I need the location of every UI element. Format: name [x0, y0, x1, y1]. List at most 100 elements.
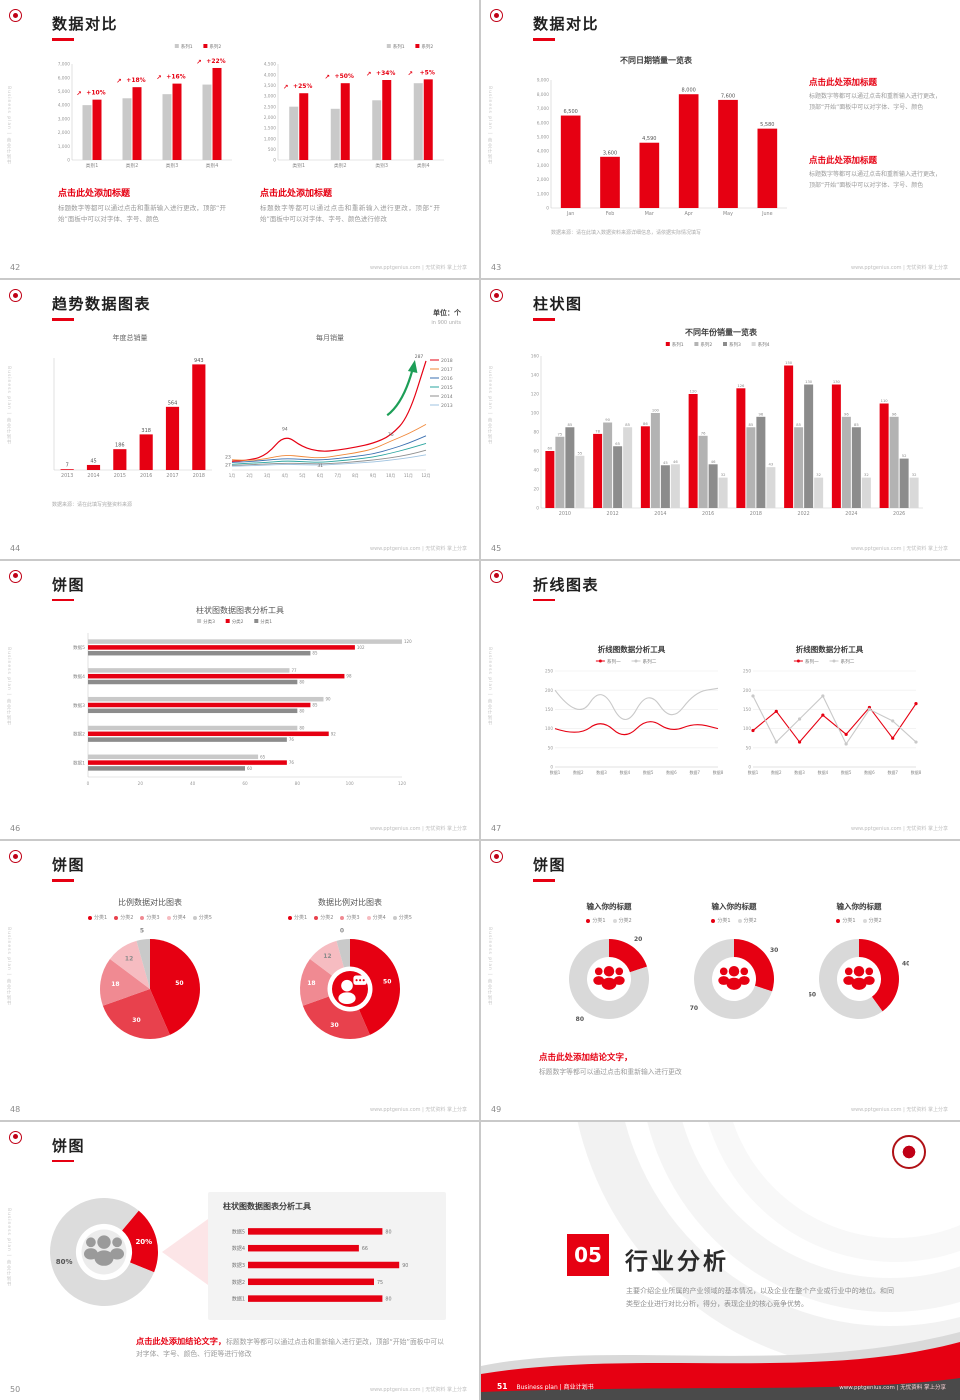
svg-text:4,500: 4,500: [264, 62, 277, 68]
svg-text:80: 80: [295, 781, 301, 786]
page-number: 51: [497, 1381, 508, 1391]
svg-text:2,500: 2,500: [264, 104, 277, 110]
svg-text:2010: 2010: [559, 511, 571, 517]
svg-text:60: 60: [809, 992, 816, 999]
source-note: 数据来源：请在此填入数据资料来源详细信息，请依据实际情况填写: [551, 230, 702, 236]
svg-text:76: 76: [388, 433, 394, 439]
page-number: 48: [10, 1104, 21, 1114]
svg-text:4,000: 4,000: [58, 103, 71, 109]
svg-text:系列4: 系列4: [758, 341, 770, 348]
svg-text:50: 50: [746, 745, 752, 750]
svg-text:100: 100: [531, 411, 539, 417]
slide-footer: www.pptgenius.com | 无忧资料 掌上分享: [369, 545, 467, 552]
svg-text:June: June: [761, 211, 772, 217]
grouped-bar-chart-right: 0 500 1,000 1,500 2,000 2,500 3,000 3,500 4,000 4…: [264, 43, 444, 169]
svg-text:0: 0: [550, 764, 553, 769]
svg-text:85: 85: [312, 702, 318, 707]
svg-text:数据1: 数据1: [232, 1295, 245, 1302]
svg-text:+16%: +16%: [166, 74, 185, 81]
svg-text:11月: 11月: [404, 473, 413, 478]
emblem-logo-icon: [892, 1134, 926, 1169]
text-block: 点击此处添加标题 标题数字等都可以通过点击和重新输入进行更改，顶部“开始”面板中…: [809, 76, 941, 113]
svg-text:20: 20: [534, 487, 540, 493]
svg-text:85: 85: [312, 650, 318, 655]
block-body: 标题数字等都可以通过点击和重新输入进行更改，顶部“开始”面板中可以对字体、字号、…: [58, 204, 226, 224]
svg-text:32: 32: [912, 473, 917, 477]
grouped-bar-chart-left: 0 1,000 2,000 3,000 4,000 5,000 6,000 7,000 系列1 系…: [58, 43, 232, 169]
svg-text:数据1: 数据1: [748, 769, 759, 775]
svg-text:32: 32: [721, 473, 726, 477]
block-heading: 点击此处添加标题: [809, 156, 878, 166]
svg-text:78: 78: [595, 430, 600, 434]
svg-text:130: 130: [833, 380, 841, 384]
svg-text:2016: 2016: [702, 511, 714, 517]
slide-50[interactable]: Business plan | 商业计划书 饼图 20% 80% 柱状图数据图表分…: [0, 1121, 479, 1400]
conclusion-heading: 点击此处添加结论文字，: [539, 1053, 633, 1064]
svg-text:系列2: 系列2: [421, 43, 433, 50]
slide-title: 折线图表: [533, 574, 599, 602]
svg-text:2017: 2017: [441, 367, 453, 373]
panel-title: 柱状图数据图表分析工具: [223, 1201, 311, 1211]
svg-text:↗: ↗: [76, 90, 81, 98]
block-body: 标题数字等都可以通过点击和重新输入进行更改，顶部“开始”面板中可以对字体、字号、…: [809, 93, 942, 111]
slide-49[interactable]: Business plan | 商业计划书 饼图 输入你的标题 分类1 分类2 2…: [481, 841, 960, 1120]
svg-text:数据2: 数据2: [771, 769, 782, 775]
svg-text:数据3: 数据3: [596, 769, 607, 775]
svg-text:94: 94: [282, 427, 288, 433]
svg-text:66: 66: [362, 1246, 368, 1252]
slide-footer: www.pptgenius.com | 无忧资料 掌上分享: [850, 826, 948, 833]
slide-47[interactable]: Business plan | 商业计划书 折线图表 折线图数据分析工具 0 50…: [481, 560, 960, 840]
svg-text:65: 65: [260, 754, 266, 759]
svg-text:0: 0: [87, 781, 90, 786]
slide-42[interactable]: Business plan | 商业计划书 数据对比 0 1,000 2,000 3,…: [0, 0, 479, 279]
slide-48[interactable]: Business plan | 商业计划书 饼图 比例数据对比图表 分类1 分类2…: [0, 841, 479, 1120]
side-caption: Business plan | 商业计划书: [6, 1207, 11, 1287]
svg-text:45: 45: [90, 459, 96, 465]
svg-text:+5%: +5%: [420, 69, 435, 76]
bottom-wave-graphic: [481, 1331, 960, 1400]
svg-text:类别3: 类别3: [166, 162, 179, 169]
block-heading: 点击此处添加标题: [809, 78, 878, 88]
svg-text:6月: 6月: [317, 473, 324, 478]
svg-text:7,000: 7,000: [58, 62, 71, 68]
svg-text:45: 45: [663, 461, 668, 465]
svg-text:30: 30: [132, 1017, 140, 1024]
chart-title: 比例数据对比图表: [118, 898, 182, 908]
svg-text:250: 250: [545, 668, 553, 673]
svg-text:0: 0: [546, 206, 549, 212]
slide-44[interactable]: Business plan | 商业计划书 趋势数据图表 单位：个 in 900…: [0, 280, 479, 559]
line-chart-right: 0 50 100 150 200 250 数据1 数据2 数据3 数据4 数据5 数据6 数据7 数据8 系…: [743, 658, 922, 775]
svg-text:90: 90: [326, 696, 332, 701]
svg-text:80: 80: [299, 725, 305, 730]
svg-text:60: 60: [242, 781, 248, 786]
chart-title: 数据比例对比图表: [318, 898, 382, 908]
svg-text:85: 85: [854, 423, 859, 427]
svg-text:3,000: 3,000: [58, 116, 71, 122]
side-caption: Business plan | 商业计划书: [6, 86, 11, 165]
svg-text:3,000: 3,000: [264, 94, 277, 100]
slide-45[interactable]: Business plan | 商业计划书 柱状图 不同年份销量一览表 0 20 4…: [481, 280, 960, 559]
svg-text:数据3: 数据3: [73, 702, 85, 709]
brand-logo-icon: [9, 289, 22, 303]
slide-46[interactable]: Business plan | 商业计划书 饼图 柱状图数据图表分析工具 分类3…: [0, 560, 479, 840]
page-label: Business plan | 商业计划书: [516, 1383, 594, 1391]
svg-text:186: 186: [115, 443, 125, 449]
svg-text:85: 85: [568, 423, 573, 427]
svg-text:7,600: 7,600: [721, 93, 735, 99]
slide-title: 饼图: [533, 854, 566, 882]
slide-51[interactable]: 05 行业分析 主要介绍企业所属的产业领域的基本情况，以及企业在整个产业或行业中…: [481, 1121, 960, 1400]
svg-text:4月: 4月: [282, 473, 289, 478]
svg-text:分类3: 分类3: [203, 618, 215, 625]
svg-text:数据3: 数据3: [232, 1262, 245, 1269]
svg-text:数据5: 数据5: [841, 769, 852, 775]
chart-title: 不同年份销量一览表: [685, 328, 757, 338]
brand-logo-icon: [9, 569, 22, 583]
block-body: 标题数字等都可以通过点击和重新输入进行更改，顶部“开始”面板中可以对字体、字号、…: [260, 204, 440, 224]
text-block: 点击此处添加标题 标题数字等都可以通过点击和重新输入进行更改，顶部“开始”面板中…: [58, 186, 226, 226]
svg-text:90: 90: [605, 418, 610, 422]
svg-text:系列1: 系列1: [393, 43, 405, 50]
donut-chart-3: 40 60: [809, 939, 909, 1020]
grouped-column-chart: 0 20 40 60 80 100 120 140 160 系列1 系列2 系列3 系列4 60 75 85 5…: [531, 341, 923, 517]
svg-text:70: 70: [690, 1005, 698, 1012]
slide-43[interactable]: Business plan | 商业计划书 数据对比 不同日期销量一览表 0 1,…: [481, 0, 960, 279]
